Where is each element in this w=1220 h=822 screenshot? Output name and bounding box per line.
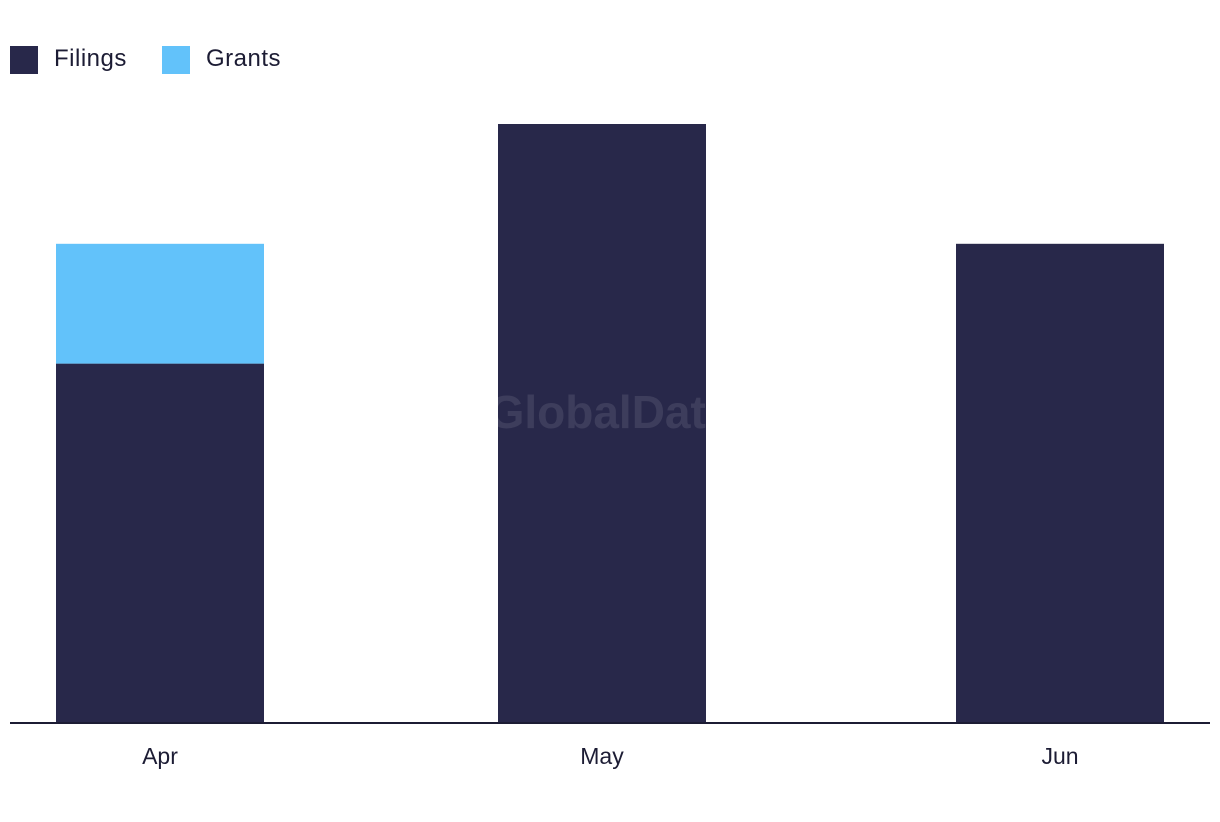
x-axis-ticks: Apr May Jun xyxy=(142,743,1078,769)
legend-swatch-filings xyxy=(10,46,38,74)
legend-item-grants: Grants xyxy=(162,45,281,74)
watermark: GlobalData xyxy=(489,386,732,438)
legend-item-filings: Filings xyxy=(10,45,127,74)
bar-filings-may xyxy=(498,124,706,723)
bar-grants-apr xyxy=(56,243,264,364)
x-tick-label-apr: Apr xyxy=(142,743,178,769)
legend: Filings Grants xyxy=(10,45,281,74)
x-tick-label-may: May xyxy=(580,743,624,769)
legend-swatch-grants xyxy=(162,46,190,74)
bars xyxy=(56,124,1164,724)
legend-label-filings: Filings xyxy=(54,45,127,72)
legend-label-grants: Grants xyxy=(206,45,281,72)
bar-filings-jun xyxy=(956,243,1164,724)
bar-filings-apr xyxy=(56,363,264,723)
x-tick-label-jun: Jun xyxy=(1041,743,1078,769)
